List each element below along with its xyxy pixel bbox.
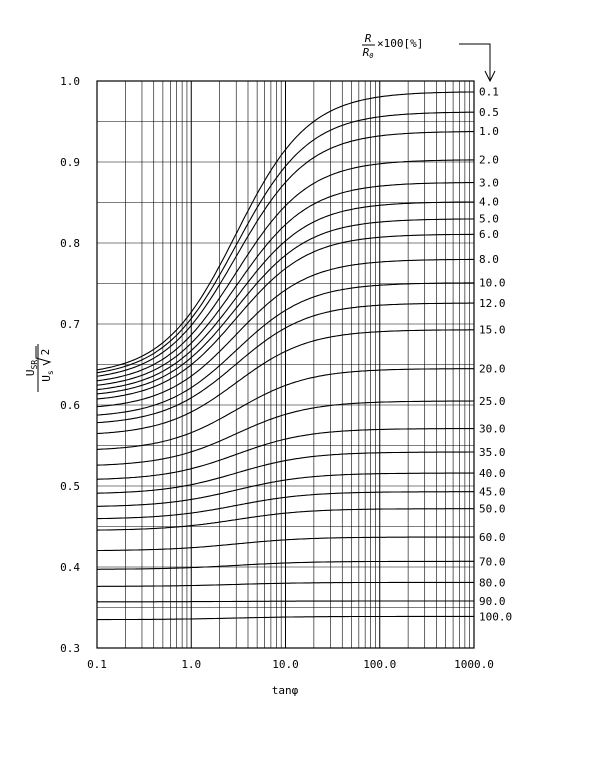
curve-40.0: [97, 472, 474, 507]
header-num: R: [365, 32, 372, 45]
curve-label: 3.0: [479, 176, 499, 189]
curve-label: 8.0: [479, 253, 499, 266]
curve-15.0: [96, 329, 474, 435]
x-tick-label: 0.1: [87, 658, 107, 671]
curve-label: 70.0: [479, 555, 506, 568]
curve-0.5: [96, 111, 474, 374]
curve-label: 12.0: [479, 297, 506, 310]
curve-80.0: [97, 581, 474, 587]
curve-12.0: [96, 302, 474, 424]
header-suffix: ×100[%]: [377, 37, 423, 50]
curve-label: 10.0: [479, 277, 506, 290]
plot-frame: [96, 80, 475, 649]
x-tick-label: 1.0: [181, 658, 201, 671]
curve-label: 0.1: [479, 86, 499, 99]
svg-text:Us: Us: [40, 370, 55, 382]
y-title-radical: 2: [39, 349, 52, 356]
curve-label-header: R R0 ×100[%]: [362, 32, 423, 60]
curve-label: 1.0: [479, 125, 499, 138]
curve-label: 40.0: [479, 467, 506, 480]
y-title-denominator: U: [40, 375, 53, 382]
svg-text:USR: USR: [24, 360, 39, 376]
y-axis-title: USR Us 2: [24, 344, 55, 392]
y-title-numerator: U: [24, 370, 37, 377]
curve-3.0: [96, 181, 475, 386]
curve-label: 25.0: [479, 395, 506, 408]
y-tick-label: 0.4: [60, 561, 80, 574]
header-den: R: [363, 46, 370, 59]
curve-label: 90.0: [479, 595, 506, 608]
curve-45.0: [97, 491, 474, 520]
y-tick-label: 0.9: [60, 156, 80, 169]
curve-100.0: [97, 615, 474, 621]
y-tick-label: 0.7: [60, 318, 80, 331]
x-axis-title: tanφ: [272, 684, 299, 697]
curve-label: 2.0: [479, 154, 499, 167]
curve-20.0: [96, 368, 474, 450]
curve-60.0: [97, 536, 475, 552]
curve-8.0: [96, 258, 474, 408]
curve-4.0: [96, 201, 474, 391]
curve-2.0: [96, 159, 474, 382]
curve-label: 0.5: [479, 106, 499, 119]
x-tick-label: 1000.0: [454, 658, 494, 671]
y-tick-label: 0.3: [60, 642, 80, 655]
curve-35.0: [97, 451, 474, 494]
curve-label: 30.0: [479, 422, 506, 435]
curve-label: 100.0: [479, 610, 512, 623]
curve-label: 45.0: [479, 486, 506, 499]
curve-30.0: [97, 428, 474, 480]
curve-50.0: [97, 508, 474, 531]
curve-label: 20.0: [479, 363, 506, 376]
curve-label: 5.0: [479, 213, 499, 226]
curve-label: 35.0: [479, 446, 506, 459]
curves: [96, 91, 475, 621]
curve-5.0: [96, 218, 474, 395]
header-arrow: [459, 43, 491, 80]
curve-10.0: [96, 282, 474, 416]
curve-70.0: [97, 560, 474, 570]
y-tick-label: 1.0: [60, 75, 80, 88]
curve-label: 50.0: [479, 503, 506, 516]
curve-label: 60.0: [479, 531, 506, 544]
curve-25.0: [96, 400, 474, 466]
curve-label: 4.0: [479, 196, 499, 209]
x-tick-label: 100.0: [363, 658, 396, 671]
x-tick-label: 10.0: [272, 658, 299, 671]
header-den-sub: 0: [369, 52, 373, 60]
svg-text:R0: R0: [363, 46, 374, 60]
curve-label: 80.0: [479, 576, 506, 589]
y-title-denominator-sub: s: [46, 370, 55, 375]
tick-labels: 0.1 1.0 10.0 100.0 1000.0 0.3 0.4 0.5 0.6 0.7 0.8 0…: [60, 75, 494, 671]
y-tick-label: 0.6: [60, 399, 80, 412]
curve-1.0: [96, 131, 474, 377]
y-tick-label: 0.5: [60, 480, 80, 493]
curve-labels: 0.1 0.5 1.0 2.0 3.0 4.0 5.0 6.0 8.0 10.0 12.0 15.0 2…: [479, 86, 512, 624]
curve-label: 15.0: [479, 324, 506, 337]
curve-0.1: [96, 91, 475, 371]
y-title-numerator-sub: SR: [30, 360, 39, 370]
curve-label: 6.0: [479, 228, 499, 241]
y-tick-label: 0.8: [60, 237, 80, 250]
curve-90.0: [97, 600, 474, 603]
curve-6.0: [96, 233, 474, 400]
